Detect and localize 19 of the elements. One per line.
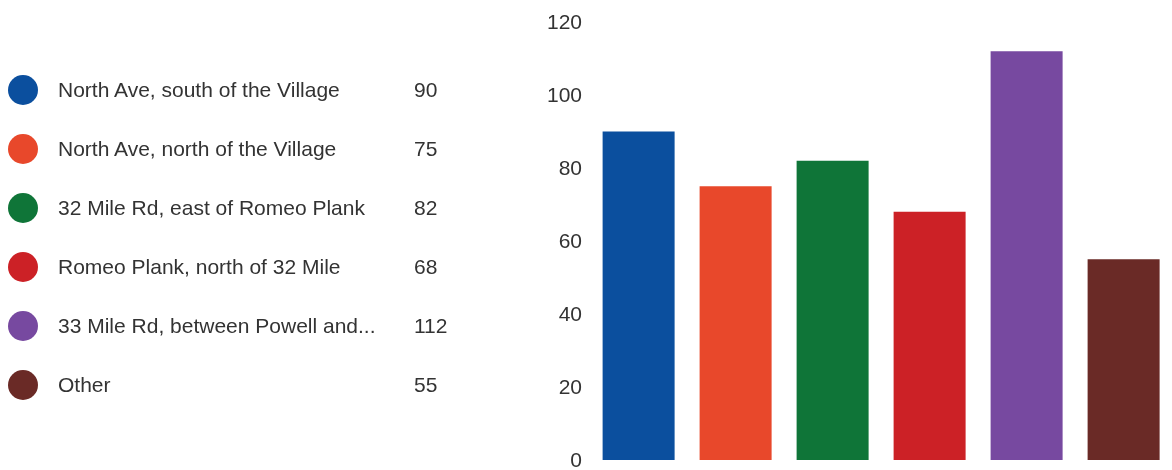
text: 112 <box>414 313 448 338</box>
y-tick-label: 80 <box>558 156 582 180</box>
y-tick-label: 20 <box>558 375 582 399</box>
legend-label: 32 Mile Rd, east of Romeo Plank <box>58 195 366 220</box>
legend-label: Romeo Plank, north of 32 Mile <box>58 254 342 279</box>
text: 75 <box>414 136 438 161</box>
text: 90 <box>414 77 438 102</box>
legend-label: North Ave, south of the Village <box>58 77 341 102</box>
text: 55 <box>414 372 438 397</box>
legend-label: 33 Mile Rd, between Powell and... <box>58 313 377 338</box>
y-tick-label: 60 <box>558 229 582 253</box>
y-tick-label: 0 <box>570 448 582 470</box>
y-tick-label: 100 <box>546 83 582 107</box>
legend-label: Other <box>58 372 112 397</box>
y-tick-label: 120 <box>546 10 582 34</box>
legend-label: North Ave, north of the Village <box>58 136 338 161</box>
y-tick-label: 40 <box>558 302 582 326</box>
text: 82 <box>414 195 438 220</box>
text: 68 <box>414 254 438 279</box>
